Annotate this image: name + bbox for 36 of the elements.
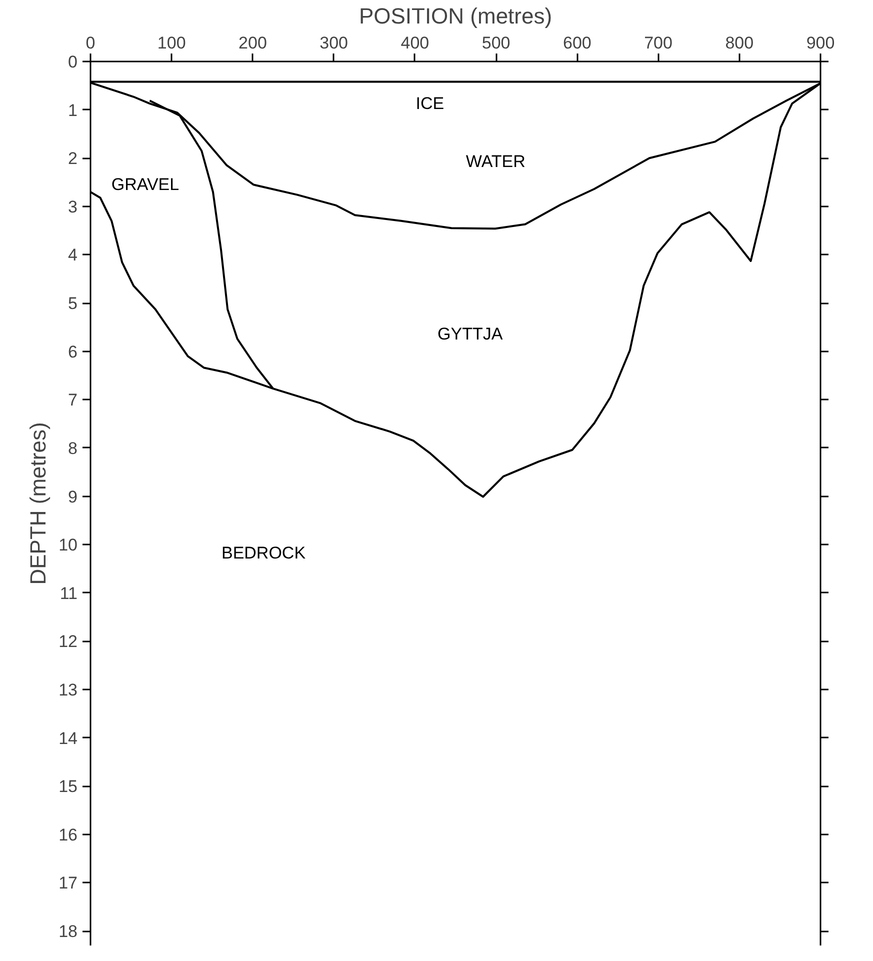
y-tick-label: 17 [58,874,78,893]
x-tick-label: 300 [320,34,348,52]
ref-line-label: ICE [416,94,444,114]
y-tick-label: 18 [58,922,78,942]
y-tick-label: 3 [68,197,78,216]
y-tick-label: 11 [60,584,78,603]
y-axis-title: DEPTH (metres) [26,422,51,585]
x-tick-label: 900 [806,34,835,52]
y-tick-label: 5 [68,294,78,314]
y-tick-label: 15 [58,777,78,796]
annotation: BEDROCK [221,544,306,563]
y-tick-label: 2 [68,149,78,168]
y-tick-label: 14 [58,728,78,748]
x-tick-label: 0 [86,34,96,52]
annotation: GYTTJA [438,324,504,344]
y-tick-label: 1 [68,100,78,120]
y-tick-label: 10 [58,536,78,555]
x-tick-label: 600 [562,34,592,52]
annotation: GRAVEL [111,174,180,194]
y-tick-label: 12 [58,632,78,652]
y-tick-label: 13 [58,680,78,700]
x-tick-label: 100 [157,34,186,52]
y-tick-label: 9 [68,487,78,506]
x-tick-label: 800 [725,34,754,52]
x-tick-label: 700 [644,34,672,52]
y-tick-label: 8 [68,438,78,458]
y-tick-label: 6 [68,342,78,362]
x-tick-label: 500 [482,34,510,52]
y-tick-label: 4 [68,246,78,265]
x-axis-title: POSITION (metres) [358,4,552,28]
x-tick-label: 200 [238,34,267,52]
y-tick-label: 7 [68,390,78,410]
x-tick-label: 400 [400,34,430,52]
annotation: WATER [466,152,526,171]
y-tick-label: 16 [58,825,78,844]
y-tick-label: 0 [68,52,78,72]
